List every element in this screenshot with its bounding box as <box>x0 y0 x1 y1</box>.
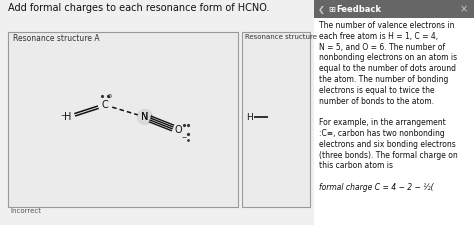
Bar <box>314 0 474 18</box>
Bar <box>8 32 238 207</box>
Text: N = 5, and O = 6. The number of: N = 5, and O = 6. The number of <box>319 43 445 52</box>
Text: Incorrect: Incorrect <box>10 208 41 214</box>
Text: electrons and six bonding electrons: electrons and six bonding electrons <box>319 140 456 149</box>
Text: C: C <box>101 100 109 110</box>
Text: Feedback: Feedback <box>336 4 381 13</box>
Text: formal charge C = 4 − 2 − ½(: formal charge C = 4 − 2 − ½( <box>319 183 434 192</box>
Text: ❮: ❮ <box>318 4 325 13</box>
Text: −: − <box>60 112 65 117</box>
Text: N: N <box>141 112 149 122</box>
Text: The number of valence electrons in: The number of valence electrons in <box>319 21 455 30</box>
Circle shape <box>137 110 153 124</box>
Text: H: H <box>246 112 253 122</box>
Text: number of bonds to the atom.: number of bonds to the atom. <box>319 97 434 106</box>
Bar <box>314 18 474 225</box>
Text: :C≡, carbon has two nonbonding: :C≡, carbon has two nonbonding <box>319 129 445 138</box>
Text: For example, in the arrangement: For example, in the arrangement <box>319 118 446 127</box>
Text: Resonance structure A: Resonance structure A <box>13 34 100 43</box>
Text: ⊞: ⊞ <box>328 4 335 13</box>
Text: −: − <box>182 135 187 140</box>
Text: H: H <box>64 112 72 122</box>
Text: ×: × <box>460 4 468 14</box>
Bar <box>242 32 310 207</box>
Text: electrons is equal to twice the: electrons is equal to twice the <box>319 86 435 95</box>
Text: nonbonding electrons on an atom is: nonbonding electrons on an atom is <box>319 53 457 62</box>
Text: Resonance structure: Resonance structure <box>245 34 317 40</box>
Text: each free atom is H = 1, C = 4,: each free atom is H = 1, C = 4, <box>319 32 438 41</box>
Text: the atom. The number of bonding: the atom. The number of bonding <box>319 75 448 84</box>
Text: N: N <box>141 112 149 122</box>
Text: Add formal charges to each resonance form of HCNO.: Add formal charges to each resonance for… <box>8 3 270 13</box>
Text: equal to the number of dots around: equal to the number of dots around <box>319 64 456 73</box>
Text: O: O <box>174 125 182 135</box>
Text: 0: 0 <box>108 94 112 99</box>
Text: (three bonds). The formal charge on: (three bonds). The formal charge on <box>319 151 458 160</box>
Text: +: + <box>148 115 154 119</box>
Text: this carbon atom is: this carbon atom is <box>319 161 393 170</box>
